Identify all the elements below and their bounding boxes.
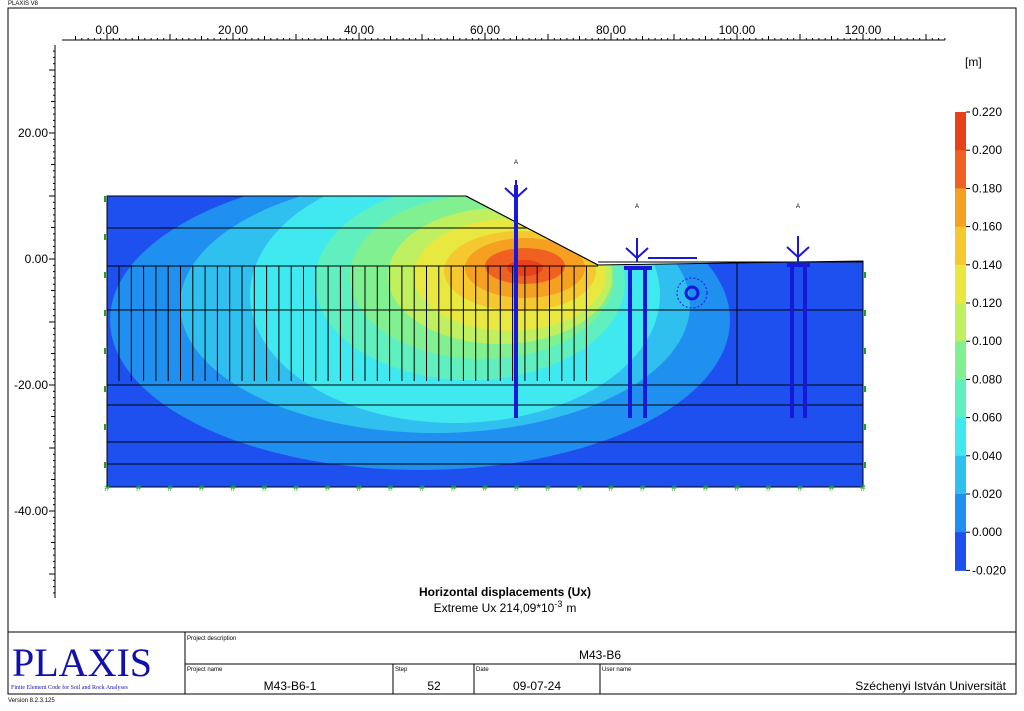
tagline: Finite Element Code for Soil and Rock An… xyxy=(11,684,128,691)
caption-title: Horizontal displacements (Ux) xyxy=(419,585,591,599)
fixity: # xyxy=(671,483,676,493)
legend-label: 0.060 xyxy=(972,411,1002,425)
fixity: # xyxy=(545,483,550,493)
fixity: # xyxy=(104,483,109,493)
structure-label: A xyxy=(514,160,518,166)
x-tick-label: 120.00 xyxy=(845,23,882,37)
frame xyxy=(7,7,1017,695)
legend-label: 0.120 xyxy=(972,296,1002,310)
x-tick-label: 0.00 xyxy=(95,23,119,37)
app-header: PLAXIS V8 xyxy=(8,1,39,7)
project-description: M43-B6 xyxy=(579,648,621,662)
x-tick-label: 60.00 xyxy=(470,23,500,37)
logo: PLAXIS xyxy=(12,640,152,685)
legend-swatch xyxy=(955,494,966,533)
legend-label: 0.140 xyxy=(972,258,1002,272)
x-tick-label: 80.00 xyxy=(596,23,626,37)
model-geometry xyxy=(106,195,864,488)
y-tick-label: -40.00 xyxy=(14,504,48,518)
field-label: Step xyxy=(395,667,408,673)
fixity: # xyxy=(356,483,361,493)
x-tick-label: 40.00 xyxy=(344,23,374,37)
legend-swatch xyxy=(955,303,966,342)
fixity: # xyxy=(829,483,834,493)
fixity: # xyxy=(136,483,141,493)
legend-swatch xyxy=(955,264,966,304)
anchor xyxy=(786,236,810,262)
x-tick-label: 20.00 xyxy=(218,23,248,37)
fixity: # xyxy=(860,483,865,493)
caption-extreme: Extreme Ux 214,09*10-3 m xyxy=(434,599,577,615)
fixity: # xyxy=(640,483,645,493)
legend-swatch xyxy=(955,341,966,380)
fixity: # xyxy=(577,483,582,493)
legend-swatch xyxy=(955,112,966,151)
axes xyxy=(49,34,946,598)
legend-swatch xyxy=(955,417,966,457)
fixity: # xyxy=(262,483,267,493)
legend-label: 0.080 xyxy=(972,372,1002,386)
user-name: Széchenyi István Universität xyxy=(855,679,1006,693)
anchor xyxy=(504,180,528,200)
y-tick-label: 0.00 xyxy=(25,252,49,266)
fixity: # xyxy=(514,483,519,493)
structure-label: A xyxy=(796,204,800,210)
legend-label: -0.020 xyxy=(972,563,1006,577)
step: 52 xyxy=(427,679,441,693)
point-load-zone xyxy=(676,277,708,309)
version: Version 8.2.3.125 xyxy=(8,698,55,704)
point-load xyxy=(684,285,700,301)
legend-label: 0.100 xyxy=(972,334,1002,348)
legend-label: 0.180 xyxy=(972,181,1002,195)
legend-swatch xyxy=(955,150,966,189)
fixity: # xyxy=(608,483,613,493)
structures xyxy=(504,180,810,418)
legend-label: 0.160 xyxy=(972,220,1002,234)
legend-unit: [m] xyxy=(965,55,982,69)
fixity: # xyxy=(325,483,330,493)
field-label: User name xyxy=(602,667,632,673)
fixity: # xyxy=(419,483,424,493)
fixity: # xyxy=(703,483,708,493)
legend-label: 0.220 xyxy=(972,105,1002,119)
field-label: Project description xyxy=(187,636,236,642)
x-tick-label: 100.00 xyxy=(719,23,756,37)
unit: m xyxy=(566,601,576,615)
anchor xyxy=(625,238,649,262)
fixity: # xyxy=(230,483,235,493)
legend-swatch xyxy=(955,455,966,495)
legend-label: 0.040 xyxy=(972,449,1002,463)
date: 09-07-24 xyxy=(513,679,561,693)
fixity: # xyxy=(482,483,487,493)
legend-label: 0.020 xyxy=(972,487,1002,501)
legend-label: 0.200 xyxy=(972,143,1002,157)
fixity: # xyxy=(451,483,456,493)
field-label: Date xyxy=(476,667,489,673)
legend-swatch xyxy=(955,226,966,266)
fixity: # xyxy=(167,483,172,493)
project-name: M43-B6-1 xyxy=(264,679,317,693)
legend-label: 0.000 xyxy=(972,525,1002,539)
fixity: # xyxy=(388,483,393,493)
legend-swatch xyxy=(955,188,966,228)
fixity: # xyxy=(199,483,204,493)
field-label: Project name xyxy=(187,667,223,673)
legend-swatch xyxy=(955,379,966,419)
legend: [m] 0.220 0.200 0.180 0.160 0.140 0.120 0.100 0… xyxy=(955,55,1006,577)
title-block xyxy=(8,631,1016,694)
exponent: -3 xyxy=(554,599,562,609)
slope-line xyxy=(465,195,599,266)
y-tick-label: 20.00 xyxy=(18,126,48,140)
extreme-text: Extreme Ux 214,09*10 xyxy=(434,601,555,615)
fixity: # xyxy=(797,483,802,493)
fixity: # xyxy=(293,483,298,493)
structure-label: A xyxy=(635,204,639,210)
fixity: # xyxy=(734,483,739,493)
y-tick-label: -20.00 xyxy=(14,378,48,392)
legend-swatch xyxy=(955,532,966,571)
fixity: # xyxy=(766,483,771,493)
